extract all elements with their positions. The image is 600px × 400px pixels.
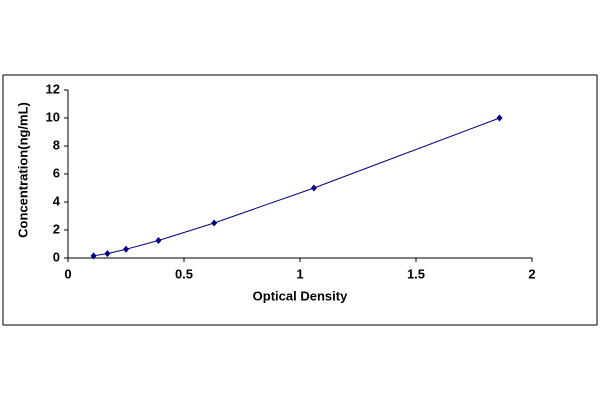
point [496,114,503,122]
point [211,219,218,227]
x-tick-label: 1 [296,266,303,281]
y-tick-label: 4 [53,193,61,208]
y-tick-label: 12 [46,81,60,96]
x-axis-label: Optical Density [253,288,348,303]
x-tick-label: 2 [528,266,535,281]
x-tick-label: 0.5 [175,266,193,281]
y-tick-label: 6 [53,165,60,180]
point [90,252,97,260]
x-tick-label: 0 [64,266,71,281]
x-tick-label: 1.5 [407,266,425,281]
y-tick-label: 10 [46,109,60,124]
point [104,250,111,258]
point [310,184,317,192]
y-tick-label: 8 [53,137,60,152]
point [123,245,129,253]
y-tick-label: 0 [53,249,60,264]
y-tick-label: 2 [53,221,60,236]
y-axis-label: Concentration(ng/mL) [15,102,30,238]
point [155,237,162,244]
